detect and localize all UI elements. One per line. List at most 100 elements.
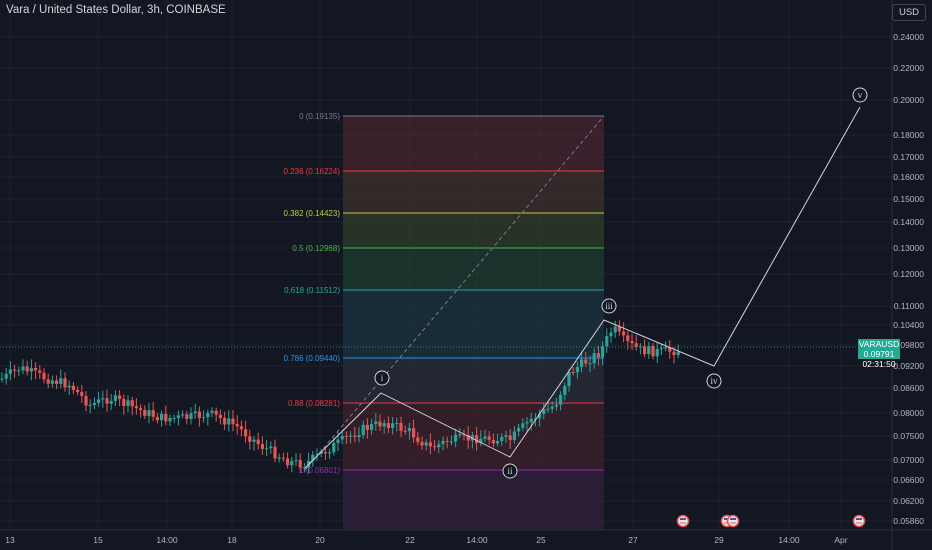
candle-body <box>643 346 647 355</box>
price-tick-label: 0.17000 <box>893 152 924 162</box>
candle-body <box>533 418 537 420</box>
wave-label: i <box>381 373 384 383</box>
candle-body <box>0 378 4 380</box>
wave-path <box>304 106 861 469</box>
candle-body <box>454 434 458 442</box>
candle-body <box>319 451 323 454</box>
candle-body <box>25 366 29 372</box>
us-flag-icon[interactable] <box>726 514 740 528</box>
wave-label-circle <box>374 370 390 386</box>
candle-body <box>63 378 67 388</box>
candle-body <box>286 458 290 466</box>
candle-body <box>17 370 21 372</box>
candle-body <box>206 412 210 418</box>
price-tick-label: 0.14000 <box>893 217 924 227</box>
candle-body <box>101 398 105 400</box>
candle-body <box>113 395 117 401</box>
candle-body <box>403 430 407 432</box>
candle-body <box>407 428 411 432</box>
candle-body <box>416 437 420 442</box>
price-tick-label: 0.05860 <box>893 516 924 526</box>
fib-band <box>343 213 604 248</box>
candle-body <box>567 372 571 387</box>
time-tick-label: 14:00 <box>156 535 178 545</box>
candlesticks <box>0 320 858 474</box>
time-tick-label: 29 <box>714 535 724 545</box>
candle-body <box>84 395 88 406</box>
candle-body <box>386 423 390 428</box>
candle-body <box>197 411 201 419</box>
candle-body <box>185 414 189 419</box>
time-tick-label: 14:00 <box>466 535 488 545</box>
fib-level-label: 0.236 (0.16224) <box>284 167 341 176</box>
us-flag-icon[interactable] <box>852 514 866 528</box>
candle-body <box>109 400 113 404</box>
candle-body <box>46 379 50 384</box>
candle-body <box>218 414 222 418</box>
candle-body <box>80 392 84 396</box>
candle-body <box>559 394 563 405</box>
fib-band <box>343 248 604 290</box>
candle-body <box>130 400 134 407</box>
candle-body <box>13 369 17 371</box>
candle-body <box>349 435 353 437</box>
candle-body <box>374 421 378 425</box>
candle-body <box>143 409 147 416</box>
candle-body <box>269 446 273 449</box>
candle-body <box>437 444 441 448</box>
candle-body <box>508 435 512 441</box>
price-tick-label: 0.07500 <box>893 431 924 441</box>
candle-body <box>638 346 642 348</box>
candle-body <box>147 410 151 416</box>
event-markers[interactable] <box>676 514 866 528</box>
fib-band <box>343 290 604 358</box>
candle-body <box>323 451 327 454</box>
candle-body <box>412 428 416 438</box>
time-tick-label: 18 <box>227 535 237 545</box>
price-tick-label: 0.09800 <box>893 340 924 350</box>
us-flag-icon[interactable] <box>676 514 690 528</box>
candle-body <box>647 346 651 355</box>
price-tick-label: 0.13000 <box>893 243 924 253</box>
candle-body <box>622 331 626 336</box>
candle-body <box>365 424 369 430</box>
candle-body <box>353 435 357 437</box>
fib-level-label: 0.618 (0.11512) <box>284 286 340 295</box>
time-tick-label: 27 <box>628 535 638 545</box>
candle-body <box>38 370 42 373</box>
fib-level-label: 0.5 (0.12968) <box>292 244 340 253</box>
candle-body <box>659 348 663 350</box>
candle-body <box>239 426 243 430</box>
candle-body <box>126 400 130 406</box>
currency-button[interactable]: USD <box>892 4 926 21</box>
price-tick-label: 0.22000 <box>893 63 924 73</box>
candle-body <box>231 418 235 425</box>
wave-label-circle <box>706 373 722 389</box>
wave-label: ii <box>507 466 513 476</box>
fib-retracement[interactable]: 0 (0.19135) 0.236 (0.16224) 0.382 (0.14423… <box>284 112 605 530</box>
candle-body <box>88 404 92 406</box>
candle-body <box>428 442 432 447</box>
current-price-tag: VARAUSD 0.09791 02:31:50 <box>858 339 900 369</box>
price-tick-label: 0.09200 <box>893 361 924 371</box>
price-tick-label: 0.06600 <box>893 475 924 485</box>
candle-body <box>244 429 248 437</box>
price-tick-label: 0.18000 <box>893 130 924 140</box>
candle-body <box>424 442 428 446</box>
candle-body <box>344 435 348 437</box>
candle-body <box>193 411 197 414</box>
us-flag-icon <box>680 518 686 520</box>
candle-body <box>189 413 193 419</box>
candle-body <box>8 369 12 374</box>
fib-band <box>343 171 604 213</box>
candle-body <box>491 439 495 444</box>
price-tick-label: 0.20000 <box>893 95 924 105</box>
candle-body <box>504 435 508 437</box>
candle-body <box>475 435 479 444</box>
candle-body <box>248 436 252 442</box>
candle-body <box>609 332 613 337</box>
price-tick-label: 0.11000 <box>894 301 924 311</box>
